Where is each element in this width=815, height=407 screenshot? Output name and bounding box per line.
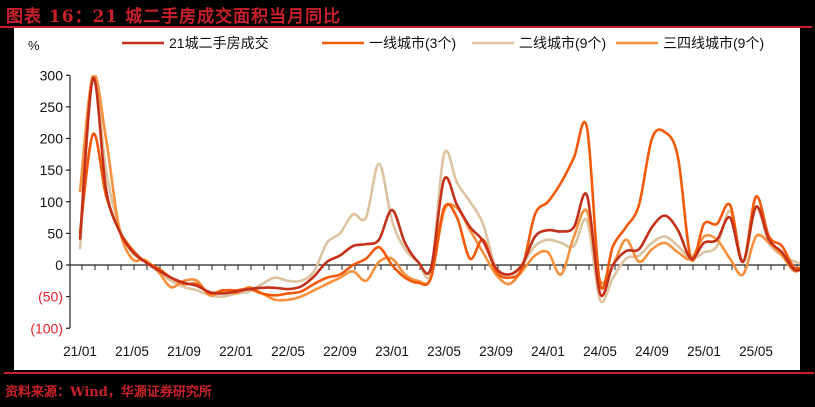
legend-label: 三四线城市(9个): [663, 35, 764, 51]
x-tick-label: 23/05: [427, 344, 461, 359]
chart-title: 图表 16：21 城二手房成交面积当月同比: [6, 7, 342, 27]
chart-legend: 21城二手房成交 一线城市(3个) 二线城市(9个) 三四线城市(9个): [122, 35, 764, 51]
x-tick-label: 24/05: [583, 344, 617, 359]
y-tick-label: 200: [40, 131, 64, 147]
series-line: [78, 120, 801, 297]
series-line: [78, 77, 801, 298]
x-tick-label: 24/09: [635, 344, 669, 359]
y-tick-label: 50: [47, 225, 63, 241]
chart-panel: 21城二手房成交 一线城市(3个) 二线城市(9个) 三四线城市(9个) % 300 2…: [14, 28, 814, 370]
series-line: [78, 75, 801, 304]
y-axis-unit-label: %: [28, 38, 40, 53]
x-axis: 21/01 21/05 21/09 22/01 22/05 22/09 23/01 23/05…: [63, 264, 814, 359]
y-tick-label: 100: [40, 194, 64, 210]
x-tick-label: 22/01: [219, 344, 253, 359]
x-tick-label: 21/09: [167, 344, 201, 359]
y-tick-label: 300: [40, 67, 64, 83]
x-tick-label: 22/09: [323, 344, 357, 359]
y-tick-label: 250: [40, 99, 64, 115]
x-tick-label: 25/05: [739, 344, 773, 359]
x-tick-label: 23/01: [375, 344, 409, 359]
y-tick-label: (100): [30, 320, 63, 336]
series-lines: [78, 75, 801, 304]
title-divider: [0, 26, 812, 28]
legend-label: 一线城市(3个): [369, 35, 456, 51]
y-axis: 300 250 200 150 100 50 0 (50) (100): [30, 67, 71, 336]
footer-divider: [4, 372, 814, 374]
source-note: 资料来源：Wind，华源证券研究所: [5, 385, 212, 400]
x-tick-label: 23/09: [479, 344, 513, 359]
x-tick-label: 24/01: [531, 344, 565, 359]
y-tick-label: 0: [55, 257, 63, 273]
legend-label: 21城二手房成交: [169, 35, 269, 51]
x-tick-label: 21/05: [115, 344, 149, 359]
line-chart: 21城二手房成交 一线城市(3个) 二线城市(9个) 三四线城市(9个) % 300 2…: [28, 35, 814, 359]
legend-label: 二线城市(9个): [519, 35, 606, 51]
y-tick-label: 150: [40, 162, 64, 178]
x-tick-label: 25/01: [687, 344, 721, 359]
x-tick-label: 21/01: [63, 344, 97, 359]
y-tick-label: (50): [38, 289, 63, 305]
x-tick-label: 22/05: [271, 344, 305, 359]
